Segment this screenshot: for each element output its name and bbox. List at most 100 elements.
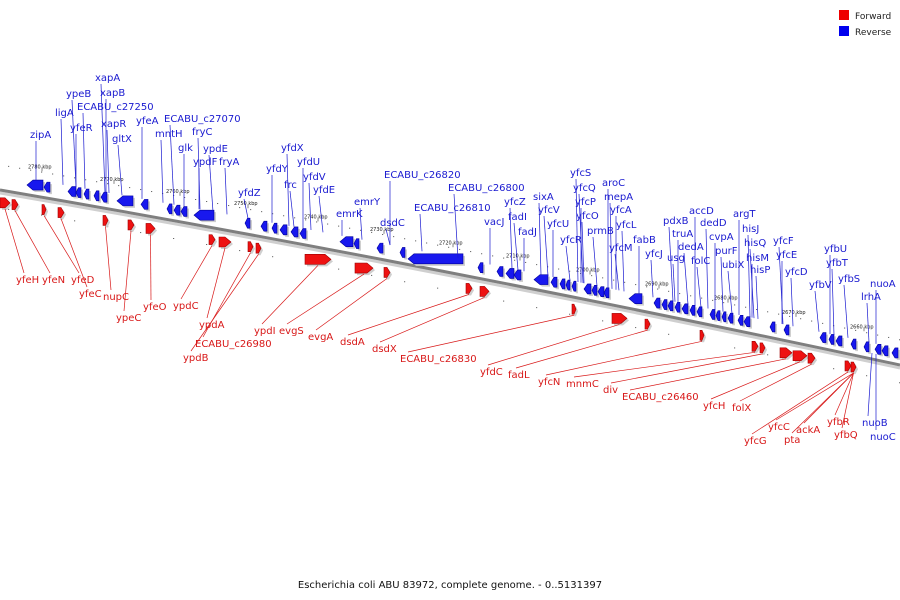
forward-gene-fadl: fadL bbox=[508, 329, 648, 381]
gene-body bbox=[597, 286, 605, 297]
forward-gene-ypdi: ypdI bbox=[254, 265, 319, 337]
legend-forward-label: Forward bbox=[855, 12, 891, 22]
gene-body bbox=[603, 287, 610, 299]
reverse-gene-arrow bbox=[299, 228, 308, 241]
reverse-gene-aroc: aroC bbox=[602, 178, 625, 289]
reverse-gene-yfdx: yfdX bbox=[281, 143, 304, 226]
legend: Forward Reverse bbox=[839, 10, 892, 38]
leader-line bbox=[538, 202, 542, 275]
gene-body bbox=[644, 318, 651, 330]
leader-line bbox=[621, 230, 625, 292]
gene-body bbox=[353, 238, 360, 249]
gene-label: ECABU_c27070 bbox=[164, 114, 241, 125]
leader-line bbox=[169, 124, 175, 205]
gene-body bbox=[383, 267, 391, 278]
reverse-gene-arrow bbox=[835, 335, 844, 348]
gene-label: nuoC bbox=[870, 432, 896, 443]
leader-line bbox=[82, 112, 86, 189]
reverse-gene-arrow bbox=[477, 262, 485, 275]
gene-body bbox=[477, 262, 484, 273]
gene-body bbox=[571, 280, 577, 292]
gene-label: mnmC bbox=[566, 379, 599, 390]
gene-body bbox=[193, 209, 215, 221]
gene-label: mepA bbox=[604, 192, 633, 203]
gene-label: yfcA bbox=[610, 205, 632, 216]
gene-body bbox=[591, 285, 598, 296]
forward-gene-arrow bbox=[218, 236, 233, 250]
gene-label: pta bbox=[784, 435, 800, 446]
reverse-gene-dsdc: dsdC bbox=[380, 218, 405, 246]
reverse-gene-cvpa: cvpA bbox=[709, 232, 734, 310]
gene-label: folX bbox=[732, 403, 751, 414]
gene-label: fadJ bbox=[518, 227, 537, 238]
gene-label: yfcE bbox=[776, 250, 797, 261]
reverse-gene-ecabu-c27250: ECABU_c27250 bbox=[77, 102, 154, 189]
leader-line bbox=[867, 352, 873, 417]
gene-label: dedA bbox=[678, 242, 704, 253]
gene-body bbox=[550, 276, 558, 288]
forward-gene-yfcc: yfcC bbox=[768, 372, 854, 433]
leader-line bbox=[565, 245, 571, 281]
gene-label: hisQ bbox=[744, 238, 766, 249]
reverse-gene-hisq: hisQ bbox=[744, 238, 766, 319]
gene-label: purF bbox=[715, 246, 738, 257]
forward-gene-nupc: nupC bbox=[103, 226, 129, 303]
gene-label: glk bbox=[178, 143, 193, 154]
leader-line bbox=[180, 245, 213, 300]
gene-body bbox=[819, 332, 827, 343]
gene-label: ypdF bbox=[193, 157, 218, 168]
leader-line bbox=[385, 228, 391, 246]
gene-label: mntH bbox=[155, 129, 183, 140]
gene-body bbox=[769, 321, 776, 333]
reverse-gene-yfea: yfeA bbox=[136, 116, 159, 199]
gene-body bbox=[715, 310, 721, 321]
leader-line bbox=[308, 182, 312, 231]
gene-label: dsdC bbox=[380, 218, 405, 229]
gene-label: yfcO bbox=[576, 211, 599, 222]
reverse-gene-trua: truA bbox=[672, 229, 693, 303]
gene-label: ECABU_c26460 bbox=[622, 392, 699, 403]
leader-line bbox=[841, 372, 854, 429]
reverse-gene-ecabu-c27070: ECABU_c27070 bbox=[164, 114, 241, 205]
reverse-gene-frc: frc bbox=[284, 180, 297, 227]
forward-gene-ypec: ypeC bbox=[116, 230, 141, 324]
reverse-gene-arrow bbox=[667, 300, 675, 313]
gene-label: fabB bbox=[633, 235, 656, 246]
leader-line bbox=[775, 372, 854, 421]
reverse-gene-arrow bbox=[83, 188, 91, 202]
leader-line bbox=[696, 266, 702, 308]
leader-line bbox=[573, 351, 756, 378]
gene-body bbox=[218, 236, 232, 248]
reverse-gene-arrow bbox=[550, 276, 559, 290]
forward-gene-arrow bbox=[145, 223, 157, 236]
gene-body bbox=[83, 188, 90, 200]
reverse-gene-yfcd: yfcD bbox=[785, 267, 808, 327]
reverse-gene-arrow bbox=[166, 203, 174, 216]
reverse-gene-lrha: lrhA bbox=[861, 292, 881, 343]
reverse-gene-arrow bbox=[881, 345, 890, 358]
leader-line bbox=[105, 226, 112, 291]
reverse-gene-arrow bbox=[828, 334, 836, 347]
gene-label: yfdC bbox=[480, 367, 503, 378]
reverse-gene-arrow bbox=[505, 268, 516, 281]
gene-label: yfcV bbox=[538, 205, 560, 216]
reverse-gene-ubix: ubiX bbox=[722, 260, 744, 314]
reverse-gene-arrow bbox=[180, 206, 189, 219]
gene-body bbox=[140, 199, 149, 210]
reverse-gene-arrow bbox=[783, 324, 791, 337]
leader-line bbox=[160, 139, 164, 203]
kbp-marker: 2730 kbp bbox=[370, 227, 394, 234]
reverse-gene-arrow bbox=[571, 280, 578, 294]
reverse-gene-yfbt: yfbT bbox=[826, 258, 849, 335]
leader-line bbox=[315, 278, 388, 331]
gene-label: lrhA bbox=[861, 292, 881, 303]
forward-gene-ecabu-c26460: ECABU_c26460 bbox=[622, 358, 787, 403]
forward-gene-yfen: yfeN bbox=[14, 210, 65, 286]
gene-body bbox=[709, 309, 716, 320]
backbone-shadow bbox=[0, 191, 900, 370]
reverse-gene-yfdz: yfdZ bbox=[238, 188, 261, 219]
forward-gene-ypdc: ypdC bbox=[173, 245, 213, 312]
reverse-gene-xapr: xapR bbox=[101, 119, 126, 194]
kbp-marker: 2740 kbp bbox=[304, 214, 328, 222]
reverse-gene-arrow bbox=[290, 226, 300, 239]
